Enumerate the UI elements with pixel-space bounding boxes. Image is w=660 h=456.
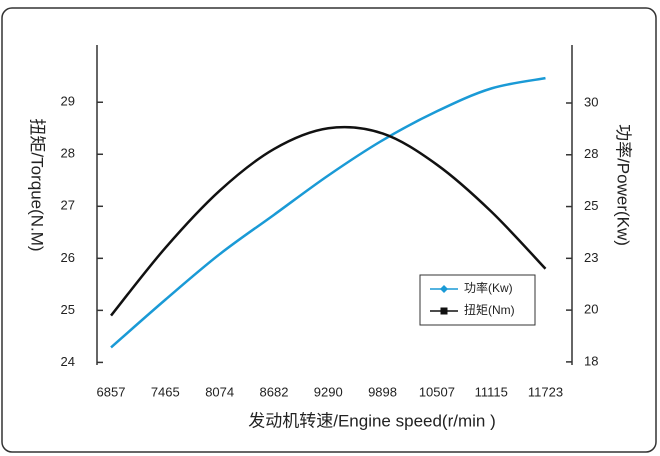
y2-tick-label: 20 xyxy=(584,302,598,317)
legend-marker xyxy=(440,307,448,315)
legend-marker xyxy=(440,285,448,293)
x-axis-title: 发动机转速/Engine speed(r/min ) xyxy=(248,411,496,430)
series-line xyxy=(110,125,547,317)
y2-axis-title: 功率/Power(Kw) xyxy=(614,124,633,246)
y-tick-label: 25 xyxy=(61,302,75,317)
x-tick-label: 9898 xyxy=(368,384,397,399)
x-tick-label: 6857 xyxy=(97,384,126,399)
y2-tick-label: 18 xyxy=(584,353,598,368)
y-tick-label: 28 xyxy=(61,146,75,161)
legend-label: 扭矩(Nm) xyxy=(464,303,515,317)
series-line xyxy=(110,76,546,349)
legend-box xyxy=(419,274,536,326)
y-tick-label: 29 xyxy=(61,94,75,109)
y-axis-title: 扭矩/Torque(N.M) xyxy=(28,118,47,251)
x-tick-label: 8074 xyxy=(205,384,234,399)
y-tick-label: 26 xyxy=(61,250,75,265)
y2-tick-label: 23 xyxy=(584,250,598,265)
x-tick-label: 8682 xyxy=(260,384,289,399)
x-tick-label: 9290 xyxy=(314,384,343,399)
y2-tick-label: 30 xyxy=(584,94,598,109)
y-tick-label: 27 xyxy=(61,198,75,213)
x-tick-label: 10507 xyxy=(419,384,455,399)
y2-tick-label: 25 xyxy=(584,198,598,213)
x-tick-label: 11115 xyxy=(475,384,508,399)
x-tick-label: 11723 xyxy=(528,384,563,399)
frame xyxy=(1,7,657,453)
legend-label: 功率(Kw) xyxy=(464,280,513,295)
y-tick-label: 24 xyxy=(61,354,75,369)
y2-tick-label: 28 xyxy=(584,146,598,161)
x-tick-label: 7465 xyxy=(151,384,180,399)
